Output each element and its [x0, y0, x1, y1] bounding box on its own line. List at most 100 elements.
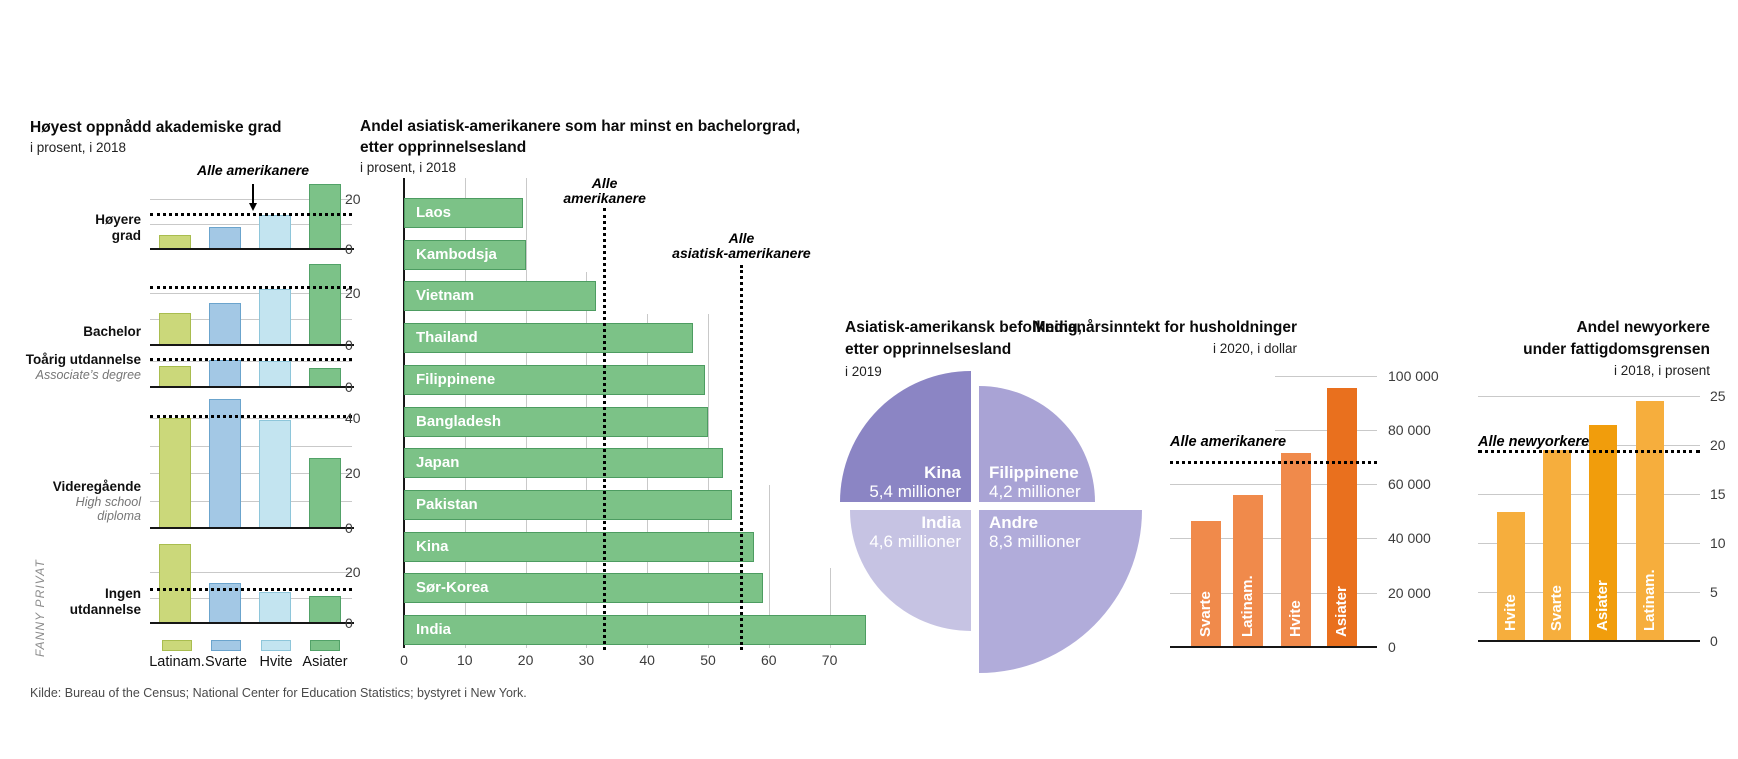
- bar-label-kambodsja: Kambodsja: [416, 245, 497, 263]
- gridline: [150, 418, 352, 420]
- bar-kina: [404, 531, 754, 562]
- axis-tick-label: 20: [345, 465, 361, 482]
- bar-asiater: [309, 184, 341, 249]
- x-tick-label: 70: [821, 652, 838, 668]
- y-tick-label: 25: [1710, 388, 1726, 404]
- gridline: [150, 572, 352, 573]
- bar-hvite: [1497, 511, 1525, 641]
- bar-label-laos: Laos: [416, 204, 452, 221]
- x-tick-label: 20: [517, 652, 534, 668]
- bar-filippinene: [404, 364, 705, 395]
- bar-svarte: [209, 399, 241, 528]
- bar-bangladesh: [404, 406, 708, 437]
- category-sublabel: Associate’s degree: [35, 368, 141, 382]
- bar-pakistan: [404, 489, 733, 520]
- category-label-text: Videregående: [52, 479, 141, 494]
- bar-vietnam: [404, 281, 596, 312]
- y-tick-label: 20 000: [1388, 584, 1431, 601]
- bar-label-filippinene: Filippinene: [416, 370, 496, 388]
- reference-label: Alle newyorkere: [1478, 434, 1590, 450]
- chart-education: Høyest oppnådd akademiske grad i prosent…: [26, 100, 375, 685]
- bar-asiater: [1327, 387, 1357, 647]
- chart-education-subtitle: i prosent, i 2018: [30, 140, 127, 155]
- gridline: [150, 319, 352, 320]
- axis-baseline: [150, 386, 354, 388]
- gridline: [1170, 592, 1377, 594]
- reference-dotted-line: [1478, 449, 1700, 453]
- category-label-text: Bachelor: [83, 324, 141, 339]
- gridline: [150, 445, 352, 447]
- bar-label-vietnam: Vietnam: [416, 287, 475, 305]
- bar-svarte: [1191, 520, 1221, 647]
- legend-label-latinam: Latinam.: [149, 654, 205, 670]
- chart-origin-subtitle: i prosent, i 2018: [360, 160, 457, 175]
- x-tick-label: 40: [639, 652, 655, 668]
- legend-label-svarte: Svarte: [205, 654, 247, 670]
- bar-svarte: [1543, 449, 1571, 641]
- pie-label-name: India: [921, 513, 961, 532]
- reference-dotted-line: [150, 357, 352, 361]
- annotation-arrow-line: [252, 184, 254, 203]
- bar-s-r-korea: [404, 573, 763, 604]
- legend-label-asiater: Asiater: [302, 654, 348, 670]
- pie-label-andre: Andre 8,3 millioner: [989, 513, 1139, 551]
- chart-income-title: Medianårsinntekt for husholdninger: [1032, 319, 1297, 336]
- category-label: Toårig utdannelse Associate’s degree: [1, 352, 141, 382]
- bar-hvite: [259, 419, 291, 528]
- pie-label-name: Filippinene: [989, 463, 1079, 482]
- bar-asiater: [309, 367, 341, 387]
- bar-label-asiater: Asiater: [1594, 580, 1611, 631]
- reference-dotted-line: [739, 265, 743, 650]
- gridline: [1170, 484, 1377, 486]
- axis-baseline: [150, 248, 354, 250]
- legend-swatch-svarte: [211, 640, 241, 651]
- pie-label-value: 5,4 millioner: [869, 482, 961, 501]
- gridline: [647, 314, 649, 648]
- bar-label-s-r-korea: Sør-Korea: [416, 579, 489, 597]
- pie-label-value: 4,6 millioner: [869, 532, 961, 551]
- pie-label-india: India 4,6 millioner: [851, 513, 961, 551]
- category-sublabel: High school diploma: [75, 495, 141, 523]
- bar-latinam: [159, 543, 191, 623]
- reference-dotted-line: [150, 285, 352, 289]
- axis-tick-label: 0: [345, 241, 353, 257]
- bar-label-latinam: Latinam.: [1641, 569, 1658, 631]
- axis-tick-label: 0: [345, 379, 353, 395]
- bar-label-svarte: Svarte: [1197, 591, 1214, 637]
- gridline: [150, 473, 352, 475]
- x-tick-label: 10: [457, 652, 473, 668]
- chart-origin-title-line2: etter opprinnelsesland: [360, 139, 527, 156]
- bar-label-bangladesh: Bangladesh: [416, 412, 502, 430]
- axis-tick-label: 20: [345, 191, 361, 207]
- bar-asiater: [1589, 425, 1617, 641]
- chart-poverty-title-line2: under fattigdomsgrensen: [1523, 341, 1710, 358]
- bar-hvite: [259, 289, 291, 345]
- chart-bachelor-by-origin: Andel asiatisk-amerikanere som har minst…: [360, 100, 880, 675]
- y-tick-label: 15: [1710, 486, 1726, 502]
- bar-thailand: [404, 323, 693, 354]
- category-label: Videregående High school diploma: [1, 479, 141, 523]
- bar-label-thailand: Thailand: [416, 329, 478, 347]
- bar-svarte: [209, 359, 241, 387]
- gridline: [1275, 429, 1377, 431]
- reference-dotted-line: [150, 587, 352, 591]
- reference-label: Alle amerikanere: [563, 175, 646, 206]
- bar-label-india: India: [416, 621, 452, 638]
- pie-label-value: 8,3 millioner: [989, 532, 1081, 551]
- y-tick-label: 5: [1710, 584, 1718, 600]
- y-tick-label: 40 000: [1388, 530, 1431, 547]
- gridline: [768, 485, 770, 648]
- y-tick-label: 80 000: [1388, 421, 1431, 438]
- source-line: Kilde: Bureau of the Census; National Ce…: [30, 686, 527, 700]
- axis-baseline: [1478, 640, 1700, 642]
- gridline: [150, 199, 352, 200]
- pie-label-kina: Kina 5,4 millioner: [851, 463, 961, 501]
- category-label-text: Toårig utdannelse: [25, 352, 141, 367]
- bar-latinam: [159, 366, 191, 387]
- bar-label-asiater: Asiater: [1333, 586, 1350, 637]
- axis-tick-label: 40: [345, 410, 361, 427]
- bar-label-latinam: Latinam.: [1239, 575, 1256, 637]
- reference-annotation: Alle amerikanere: [196, 162, 310, 178]
- gridline: [150, 597, 352, 599]
